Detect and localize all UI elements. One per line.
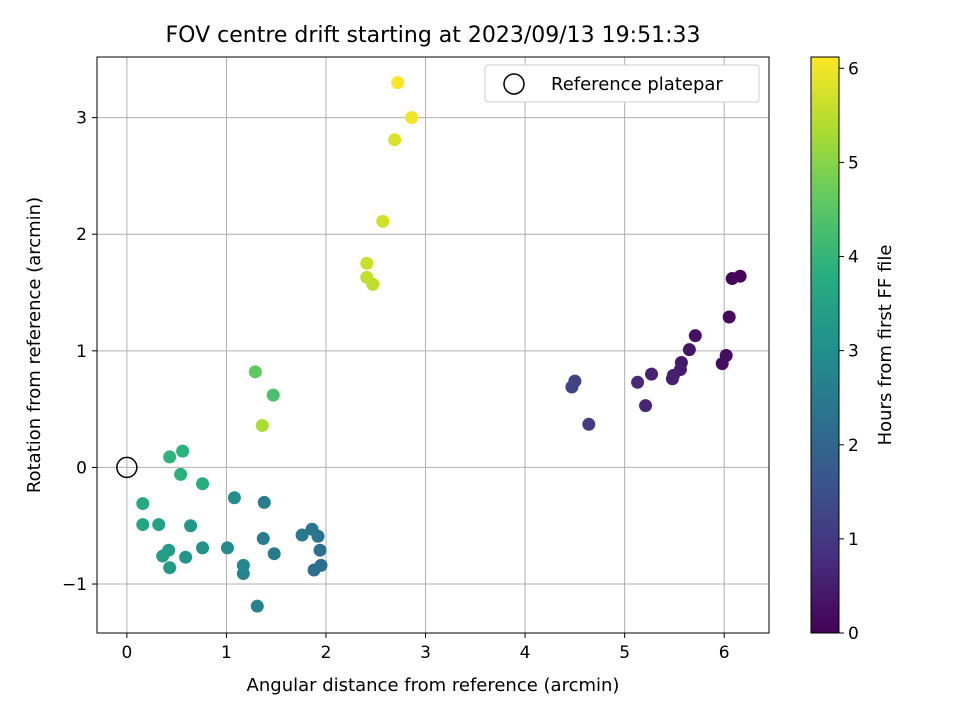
scatter-point: [256, 532, 270, 546]
scatter-point: [196, 477, 210, 491]
scatter-point: [305, 522, 319, 536]
colorbar-tick-label: 0: [848, 624, 859, 644]
scatter-point: [645, 367, 659, 381]
scatter-point: [266, 388, 280, 402]
y-tick-label: 0: [76, 458, 87, 478]
colorbar-tick-label: 5: [848, 153, 859, 173]
x-tick-label: 3: [420, 643, 431, 663]
colorbar-ticks: 0 1 2 3 4 5 6: [839, 59, 859, 644]
scatter-point: [179, 550, 193, 564]
scatter-point: [220, 541, 234, 555]
x-tick-label: 1: [221, 643, 232, 663]
x-axis-ticks: 0 1 2 3 4 5 6: [121, 633, 730, 663]
scatter-point: [582, 417, 596, 431]
scatter-point: [255, 418, 269, 432]
scatter-point: [163, 561, 177, 575]
scatter-point: [196, 541, 210, 555]
colorbar-tick-label: 4: [848, 248, 859, 268]
scatter-point: [631, 375, 645, 389]
scatter-point: [257, 495, 271, 509]
scatter-point: [174, 467, 188, 481]
legend-box: [484, 64, 760, 103]
y-tick-label: 3: [76, 109, 87, 129]
x-tick-label: 5: [619, 643, 630, 663]
scatter-point: [313, 543, 327, 557]
scatter-point: [250, 599, 264, 613]
scatter-point: [136, 497, 150, 511]
scatter-point: [163, 450, 177, 464]
colorbar-label: Hours from first FF file: [875, 245, 896, 446]
scatter-point: [722, 310, 736, 324]
scatter-point: [665, 372, 679, 386]
scatter-point: [267, 547, 281, 561]
colorbar: [810, 56, 840, 634]
colorbar-tick-label: 1: [848, 530, 859, 550]
legend: Reference platepar: [484, 64, 760, 103]
colorbar-tick-label: 2: [848, 436, 859, 456]
scatter-point: [136, 518, 150, 532]
y-axis-ticks: −1 0 1 2 3: [62, 109, 97, 595]
scatter-point: [307, 563, 321, 577]
colorbar-tick-label: 6: [848, 59, 859, 79]
reference-marker-group: [116, 456, 138, 479]
x-tick-label: 6: [719, 643, 730, 663]
scatter-point: [376, 214, 390, 228]
chart-title: FOV centre drift starting at 2023/09/13 …: [166, 23, 701, 48]
x-axis-label: Angular distance from reference (arcmin): [247, 675, 620, 696]
x-tick-label: 2: [321, 643, 332, 663]
y-tick-label: 2: [76, 225, 87, 245]
scatter-point: [715, 357, 729, 371]
reference-platepar-marker: [116, 456, 138, 479]
plot-frame: [96, 56, 770, 634]
scatter-point: [405, 111, 419, 125]
scatter-point: [565, 380, 579, 394]
scatter-point: [227, 491, 241, 505]
scatter-point: [360, 256, 374, 270]
scatter-point: [156, 549, 170, 563]
grid-lines: [97, 57, 769, 633]
scatter-point: [639, 399, 653, 413]
scatter-point: [391, 76, 405, 90]
scatter-point: [295, 528, 309, 542]
y-axis-label: Rotation from reference (arcmin): [24, 197, 45, 493]
scatter-point: [248, 365, 262, 379]
x-tick-label: 4: [520, 643, 531, 663]
y-tick-label: −1: [62, 575, 87, 595]
y-tick-label: 1: [76, 342, 87, 362]
scatter-point: [682, 343, 696, 357]
scatter-point: [725, 272, 739, 286]
scatter-point: [360, 270, 374, 284]
scatter-point: [176, 444, 190, 458]
scatter-point: [236, 558, 250, 572]
x-tick-label: 0: [121, 643, 132, 663]
scatter-point: [388, 133, 402, 147]
scatter-point: [184, 519, 198, 533]
colorbar-tick-label: 3: [848, 342, 859, 362]
legend-open-circle-marker: [503, 73, 525, 95]
scatter-points: [136, 76, 747, 613]
legend-label: Reference platepar: [551, 74, 723, 95]
scatter-point: [152, 518, 166, 532]
scatter-point: [688, 329, 702, 343]
